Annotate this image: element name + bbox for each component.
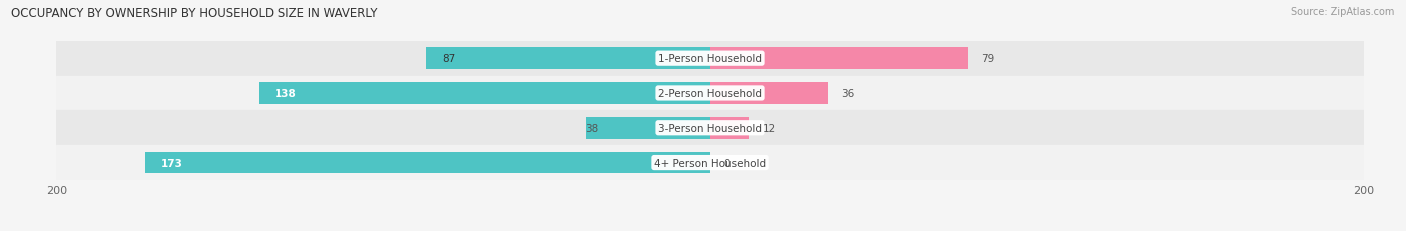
Bar xyxy=(259,83,710,104)
Text: Source: ZipAtlas.com: Source: ZipAtlas.com xyxy=(1291,7,1395,17)
Text: 38: 38 xyxy=(586,123,599,133)
Bar xyxy=(56,76,1364,111)
Bar xyxy=(710,118,749,139)
Text: 2-Person Household: 2-Person Household xyxy=(658,88,762,99)
Text: 1-Person Household: 1-Person Household xyxy=(658,54,762,64)
Text: 87: 87 xyxy=(441,54,456,64)
Text: 36: 36 xyxy=(841,88,853,99)
Bar xyxy=(145,152,710,174)
Text: 4+ Person Household: 4+ Person Household xyxy=(654,158,766,168)
Text: OCCUPANCY BY OWNERSHIP BY HOUSEHOLD SIZE IN WAVERLY: OCCUPANCY BY OWNERSHIP BY HOUSEHOLD SIZE… xyxy=(11,7,378,20)
Text: 0: 0 xyxy=(723,158,730,168)
Text: 79: 79 xyxy=(981,54,994,64)
Bar xyxy=(710,83,828,104)
Bar xyxy=(56,146,1364,180)
Bar xyxy=(710,48,969,70)
Bar xyxy=(586,118,710,139)
Text: 12: 12 xyxy=(762,123,776,133)
Text: 3-Person Household: 3-Person Household xyxy=(658,123,762,133)
Text: 173: 173 xyxy=(160,158,183,168)
Bar xyxy=(56,42,1364,76)
Bar xyxy=(426,48,710,70)
Bar xyxy=(56,111,1364,146)
Text: 138: 138 xyxy=(276,88,297,99)
